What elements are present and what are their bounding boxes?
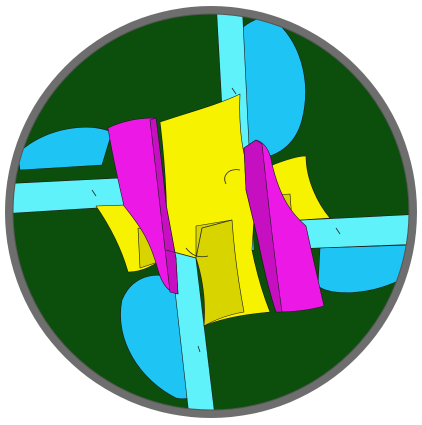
magenta-block-left-shade — [149, 117, 179, 295]
yellow-center-shade — [195, 219, 245, 327]
ring-inner-edge — [12, 13, 410, 411]
detail-lines — [91, 87, 341, 353]
magenta-block-right-shade — [243, 139, 283, 313]
